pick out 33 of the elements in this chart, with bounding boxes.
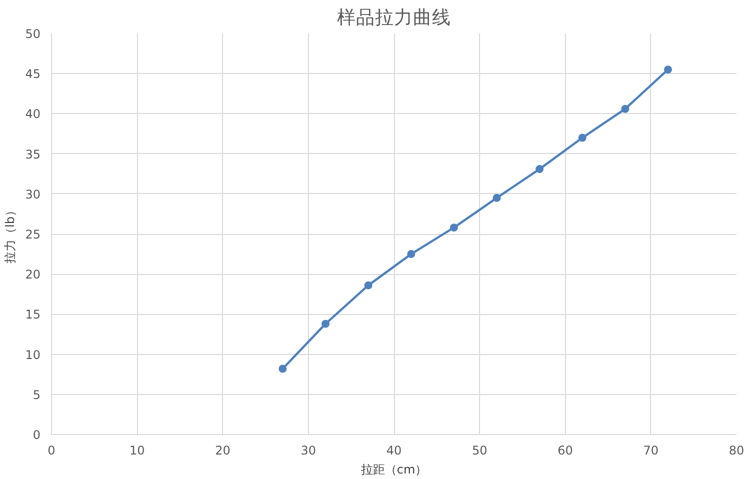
x-tick-label: 10 <box>129 444 145 458</box>
y-tick-label: 0 <box>32 428 41 442</box>
point <box>450 224 458 232</box>
y-tick-label: 40 <box>25 107 41 122</box>
x-tick-label: 40 <box>386 444 402 458</box>
y-tick-label: 30 <box>25 187 41 202</box>
x-tick-label: 80 <box>728 444 744 458</box>
x-tick-label: 50 <box>472 444 488 458</box>
y-tick-label: 45 <box>25 67 41 82</box>
point <box>407 250 416 258</box>
point <box>364 281 372 290</box>
y-tick-label: 50 <box>25 27 41 41</box>
point <box>664 66 672 74</box>
x-tick-label: 30 <box>300 444 316 458</box>
y-tick-label: 25 <box>25 228 41 242</box>
y-tick-label: 10 <box>25 348 41 362</box>
y-tick-label: 20 <box>25 268 41 282</box>
y-tick-label: 35 <box>25 147 41 162</box>
point <box>322 320 330 328</box>
point <box>536 165 544 174</box>
y-tick-label: 5 <box>32 388 41 402</box>
point <box>621 104 630 113</box>
x-tick-label: 0 <box>48 444 56 458</box>
y-axis-title: 拉力（lb） <box>3 204 18 264</box>
point <box>578 134 586 142</box>
x-tick-label: 20 <box>215 444 230 458</box>
chart-title: 样品拉力曲线 <box>337 8 451 28</box>
x-tick-label: 70 <box>643 444 659 458</box>
x-tick-label: 60 <box>558 444 573 458</box>
point <box>278 364 287 373</box>
x-axis-title: 拉距（cm） <box>360 462 428 476</box>
point <box>492 194 501 202</box>
y-tick-label: 15 <box>25 308 41 322</box>
